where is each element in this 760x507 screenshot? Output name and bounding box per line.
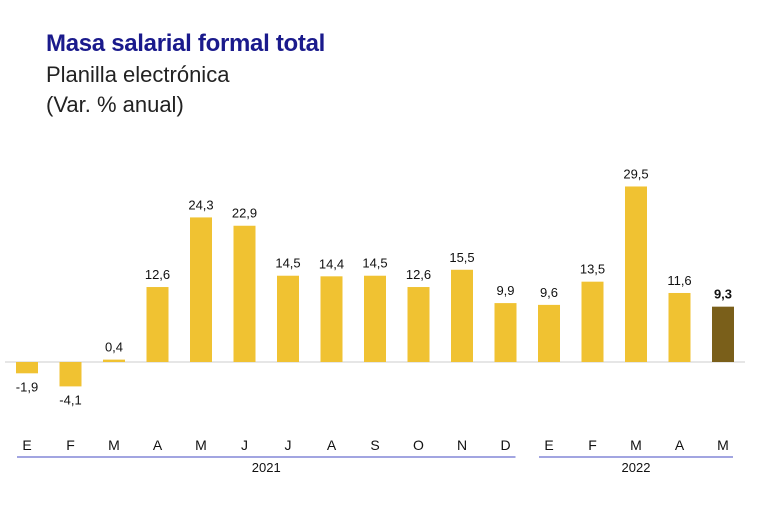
x-tick-label: M — [630, 437, 642, 453]
chart-unit-label: (Var. % anual) — [46, 92, 184, 117]
data-label: 14,5 — [275, 256, 300, 271]
data-label: 15,5 — [449, 250, 474, 265]
bar — [451, 269, 473, 362]
data-label: 22,9 — [232, 206, 257, 221]
x-tick-label: F — [588, 437, 597, 453]
bar — [59, 362, 82, 387]
data-label: 14,4 — [319, 256, 344, 271]
x-tick-label: F — [66, 437, 75, 453]
bar — [364, 275, 386, 362]
bar — [538, 304, 560, 362]
data-label: -4,1 — [59, 392, 81, 407]
x-tick-label: J — [241, 437, 248, 453]
year-label: 2021 — [252, 460, 281, 475]
x-tick-label: S — [370, 437, 379, 453]
data-label: 9,6 — [540, 285, 558, 300]
year-label: 2022 — [622, 460, 651, 475]
bar — [233, 225, 256, 362]
bar — [494, 303, 517, 362]
x-tick-label: D — [500, 437, 510, 453]
x-tick-label: M — [717, 437, 729, 453]
data-label: 9,9 — [496, 283, 514, 298]
data-label: 29,5 — [623, 166, 648, 181]
chart-title: Masa salarial formal total — [46, 30, 325, 57]
data-label: 0,4 — [105, 340, 123, 355]
x-tick-label: A — [153, 437, 163, 453]
bar — [103, 359, 125, 362]
x-tick-label: J — [285, 437, 292, 453]
bar — [407, 287, 430, 362]
x-tick-label: N — [457, 437, 467, 453]
bar — [190, 217, 212, 362]
bar — [320, 276, 343, 362]
bar — [581, 281, 604, 362]
x-tick-label: E — [22, 437, 31, 453]
data-label: 12,6 — [145, 267, 170, 282]
chart-subtitle: Planilla electrónica — [46, 62, 230, 87]
data-label: 9,3 — [714, 287, 732, 302]
bar — [277, 275, 299, 362]
data-label: 24,3 — [188, 197, 213, 212]
bar — [712, 306, 734, 362]
x-tick-label: E — [544, 437, 553, 453]
data-label: -1,9 — [16, 379, 38, 394]
data-label: 12,6 — [406, 267, 431, 282]
x-tick-label: M — [195, 437, 207, 453]
bar — [146, 287, 169, 362]
bar — [668, 292, 691, 362]
bar — [625, 186, 647, 362]
x-tick-label: A — [327, 437, 337, 453]
data-label: 11,6 — [667, 273, 691, 288]
x-tick-label: A — [675, 437, 685, 453]
data-label: 13,5 — [580, 262, 605, 277]
data-label: 14,5 — [362, 256, 387, 271]
bar — [16, 362, 38, 374]
x-tick-label: O — [413, 437, 424, 453]
x-tick-label: M — [108, 437, 120, 453]
